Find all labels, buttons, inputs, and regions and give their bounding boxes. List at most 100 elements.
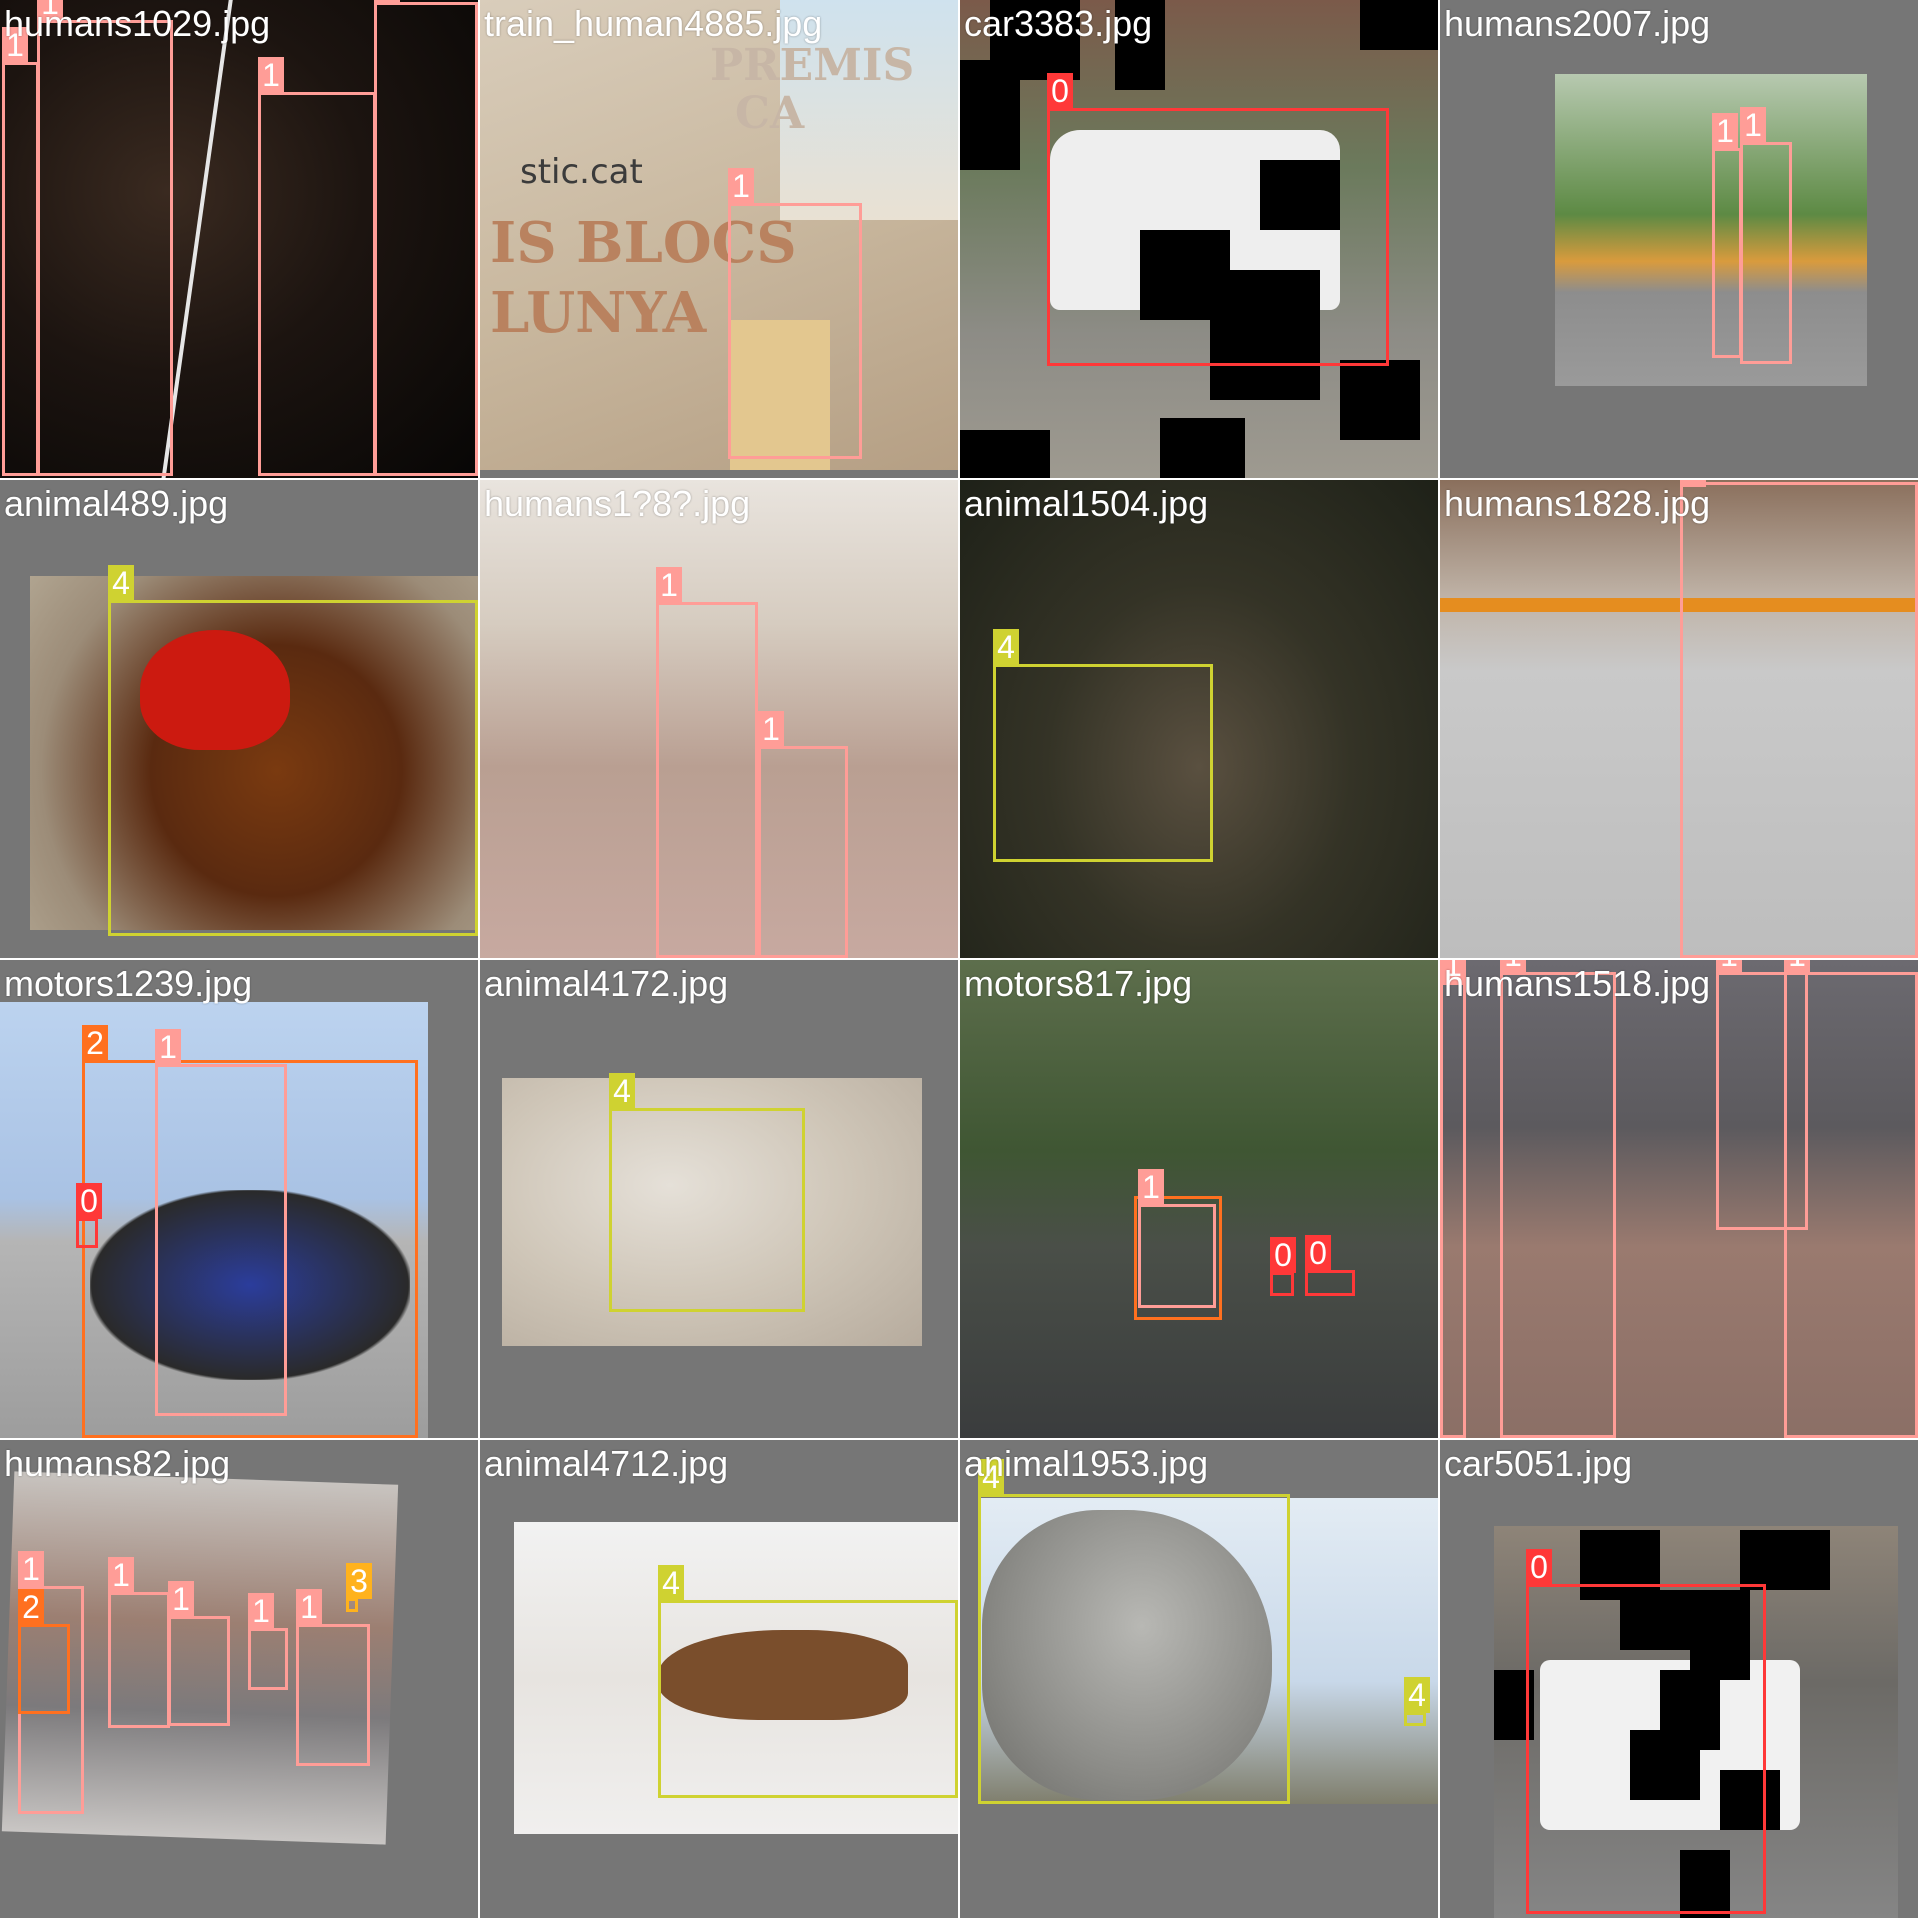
bbox-class-4: 4 bbox=[108, 565, 478, 936]
bbox-class-0: 0 bbox=[1305, 1235, 1355, 1296]
bbox-label: 1 bbox=[1440, 960, 1466, 983]
bbox-label: 2 bbox=[18, 1589, 44, 1625]
tile-filename: humans2007.jpg bbox=[1444, 3, 1711, 44]
podium bbox=[730, 320, 830, 470]
bbox-class-1: 1 bbox=[1740, 107, 1792, 364]
bbox-label: 0 bbox=[1270, 1237, 1296, 1273]
tile-filename: humans1518.jpg bbox=[1444, 963, 1711, 1004]
tile-photo bbox=[1440, 960, 1918, 1438]
mosaic-tile-animal489[interactable]: 4 animal489.jpg bbox=[0, 480, 478, 958]
mosaic-tile-animal1953[interactable]: 4 4 animal1953.jpg bbox=[960, 1440, 1438, 1918]
bbox-class-0: 0 bbox=[76, 1183, 102, 1248]
mosaic-tile-animal4172[interactable]: 4 animal4172.jpg bbox=[480, 960, 958, 1438]
bbox-label: 3 bbox=[346, 1563, 372, 1599]
bbox-class-1: 1 bbox=[248, 1593, 288, 1690]
banner-text-lunya: LUNYA bbox=[490, 280, 707, 346]
tile-photo bbox=[1440, 480, 1918, 958]
tile-filename: humans1?8?.jpg bbox=[484, 483, 751, 524]
mosaic-tile-humans1518[interactable]: 1 1 1 1 humans1518.jpg bbox=[1440, 960, 1918, 1438]
bbox-class-1: 1 bbox=[108, 1557, 170, 1728]
bbox-class-1: 1 bbox=[1138, 1169, 1216, 1308]
bbox-class-2: 2 bbox=[18, 1589, 70, 1714]
banner-text-ca: CA bbox=[735, 88, 805, 139]
tile-filename: train_human4885.jpg bbox=[484, 3, 823, 44]
horse-head bbox=[982, 1510, 1272, 1800]
bbox-class-1: 1 bbox=[258, 57, 376, 476]
tile-photo bbox=[960, 480, 1438, 958]
bbox-label: 2 bbox=[82, 1025, 108, 1061]
bbox-class-0: 0 bbox=[1047, 73, 1389, 366]
bbox-label: 1 bbox=[37, 0, 63, 21]
bbox-class-1: 1 bbox=[374, 0, 478, 476]
bbox-class-1: 1 bbox=[1712, 113, 1742, 358]
cutout-mask bbox=[1360, 0, 1438, 50]
cutout-mask bbox=[1160, 418, 1245, 478]
bbox-label: 1 bbox=[296, 1589, 322, 1625]
bbox-class-1: 1 bbox=[1784, 960, 1918, 1438]
bbox-class-4: 4 bbox=[609, 1073, 805, 1312]
bbox-label: 0 bbox=[76, 1183, 102, 1219]
bbox-class-0: 0 bbox=[1270, 1237, 1296, 1296]
bbox-class-4: 4 bbox=[1404, 1677, 1430, 1726]
banner-text-stic: stic.cat bbox=[520, 152, 643, 192]
bbox-label: 1 bbox=[656, 567, 682, 603]
tile-photo bbox=[30, 576, 478, 930]
mosaic-tile-humans-street[interactable]: 1 1 humans1?8?.jpg bbox=[480, 480, 958, 958]
tile-photo bbox=[960, 960, 1438, 1438]
bbox-label: 1 bbox=[248, 1593, 274, 1629]
tile-filename: animal4712.jpg bbox=[484, 1443, 729, 1484]
motorcycle bbox=[90, 1190, 410, 1380]
bbox-label: 4 bbox=[108, 565, 134, 601]
deer bbox=[658, 1630, 908, 1720]
bbox-label: 1 bbox=[1138, 1169, 1164, 1205]
cutout-mask bbox=[1210, 270, 1320, 400]
bbox-label: 4 bbox=[978, 1459, 1004, 1495]
cutout-mask bbox=[1115, 0, 1165, 90]
mosaic-tile-train-human4885[interactable]: stic.cat IS BLOCS LUNYA PREMIS CA 1 trai… bbox=[480, 0, 958, 478]
tile-filename: humans1828.jpg bbox=[1444, 483, 1711, 524]
cutout-mask bbox=[1720, 1770, 1780, 1830]
mosaic-tile-humans1828[interactable]: 1 humans1828.jpg bbox=[1440, 480, 1918, 958]
bbox-label: 1 bbox=[1712, 113, 1738, 149]
curb-stripe bbox=[1440, 598, 1918, 612]
cutout-mask bbox=[1630, 1730, 1700, 1800]
mosaic-tile-car3383[interactable]: 0 car3383.jpg bbox=[960, 0, 1438, 478]
mosaic-tile-humans1029[interactable]: 1 1 1 1 humans1029.jpg bbox=[0, 0, 478, 478]
bbox-label: 1 bbox=[1500, 960, 1526, 973]
cutout-mask bbox=[1680, 1850, 1730, 1918]
tile-photo bbox=[1555, 74, 1867, 386]
bbox-class-1: 1 bbox=[1680, 480, 1918, 958]
mosaic-tile-motors1239[interactable]: 2 1 0 motors1239.jpg bbox=[0, 960, 478, 1438]
tile-filename: car5051.jpg bbox=[1444, 1443, 1633, 1484]
cutout-mask bbox=[960, 430, 1050, 478]
mosaic-tile-car5051[interactable]: 0 car5051.jpg bbox=[1440, 1440, 1918, 1918]
bbox-label: 1 bbox=[374, 0, 400, 3]
mosaic-tile-animal1504[interactable]: 4 animal1504.jpg bbox=[960, 480, 1438, 958]
mosaic-tile-humans2007[interactable]: 1 1 humans2007.jpg bbox=[1440, 0, 1918, 478]
cutout-mask bbox=[960, 60, 1020, 170]
cutout-mask bbox=[1690, 1590, 1750, 1680]
bbox-label: 1 bbox=[1680, 480, 1706, 487]
bbox-class-1: 1 bbox=[296, 1589, 370, 1766]
banner-text-premis: PREMIS bbox=[710, 40, 915, 91]
bbox-class-3: 3 bbox=[346, 1563, 372, 1612]
mosaic-tile-motors817[interactable]: 1 0 0 motors817.jpg bbox=[960, 960, 1438, 1438]
bbox-class-0: 0 bbox=[1526, 1549, 1766, 1914]
mosaic-tile-humans82[interactable]: 1 2 1 1 1 1 3 humans82.jpg bbox=[0, 1440, 478, 1918]
bbox-label: 4 bbox=[1404, 1677, 1430, 1713]
bbox-label: 4 bbox=[993, 629, 1019, 665]
bbox-class-4: 4 bbox=[658, 1565, 958, 1798]
bbox-class-1: 1 bbox=[1716, 960, 1808, 1230]
bbox-class-1: 1 bbox=[2, 27, 39, 476]
tile-filename: animal1504.jpg bbox=[964, 483, 1209, 524]
bbox-class-1: 1 bbox=[1440, 960, 1466, 1438]
cutout-mask bbox=[1260, 160, 1340, 230]
tile-filename: humans82.jpg bbox=[4, 1443, 231, 1484]
rooster-comb bbox=[140, 630, 290, 750]
bbox-class-1: 1 bbox=[1500, 960, 1616, 1438]
mosaic-tile-animal4712[interactable]: 4 animal4712.jpg bbox=[480, 1440, 958, 1918]
tile-filename: motors1239.jpg bbox=[4, 963, 253, 1004]
bbox-label: 1 bbox=[728, 168, 754, 204]
bbox-class-1: 1 bbox=[168, 1581, 230, 1726]
